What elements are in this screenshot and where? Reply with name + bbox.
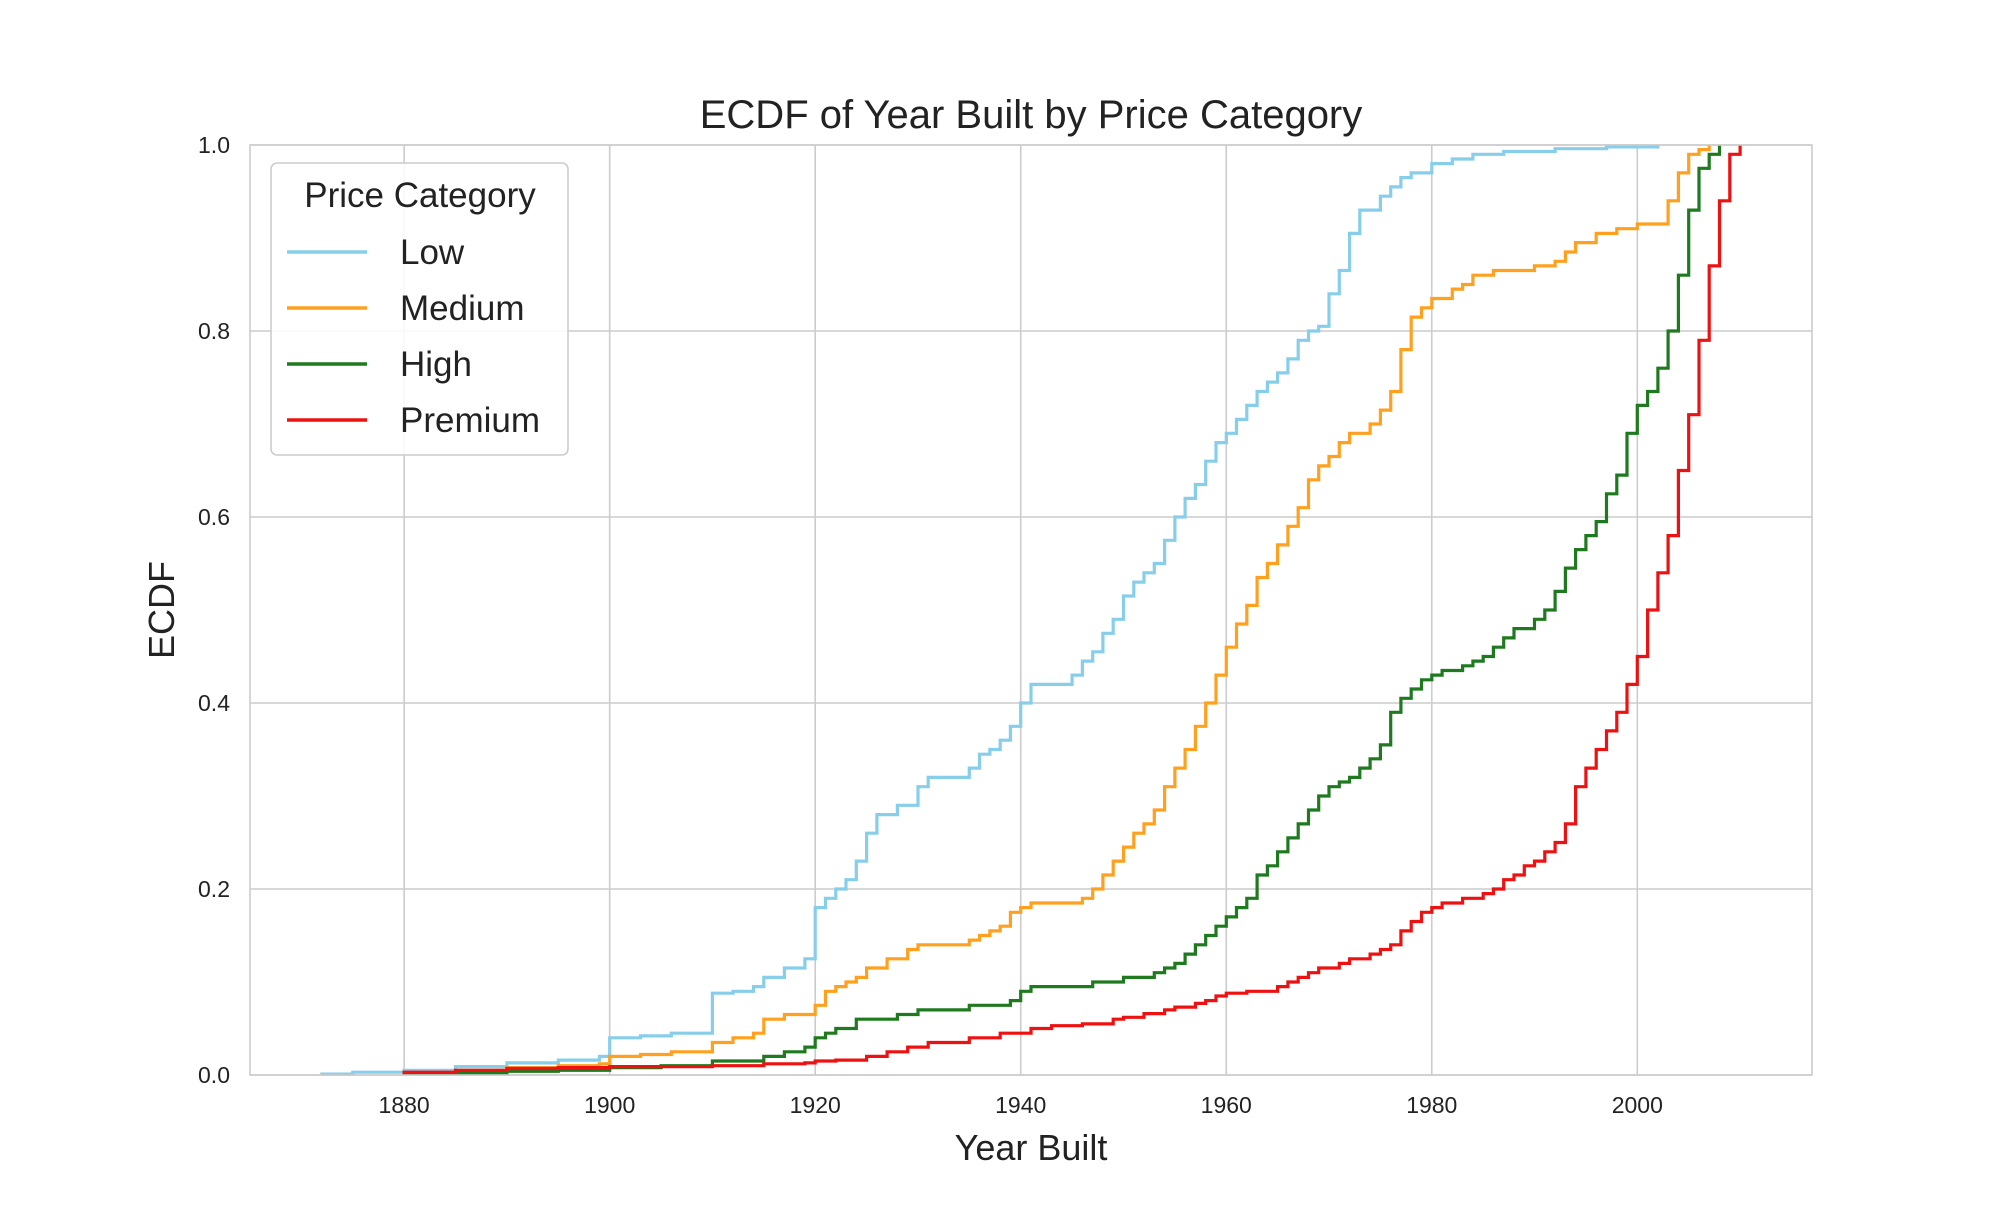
y-tick-label: 0.8	[198, 318, 230, 344]
x-tick-label: 1960	[1201, 1092, 1252, 1118]
legend-label-medium: Medium	[400, 289, 524, 328]
legend-label-high: High	[400, 345, 472, 384]
x-tick-label: 1940	[995, 1092, 1046, 1118]
series-line-high	[402, 145, 1722, 1075]
series-lines	[320, 145, 1742, 1076]
x-tick-label: 1920	[790, 1092, 841, 1118]
legend-label-premium: Premium	[400, 401, 540, 440]
series-line-medium	[402, 145, 1711, 1075]
x-tick-label: 1880	[379, 1092, 430, 1118]
y-tick-label: 0.0	[198, 1062, 230, 1088]
y-axis-ticks: 0.0 0.2 0.4 0.6 0.8 1.0	[198, 132, 230, 1088]
legend-items: Low Medium High Premium	[287, 233, 540, 440]
y-tick-label: 0.2	[198, 876, 230, 902]
y-axis-label: ECDF	[141, 561, 182, 659]
legend-title: Price Category	[304, 176, 536, 215]
series-line-premium	[402, 145, 1742, 1075]
legend: Price Category Low Medium High Premium	[270, 162, 569, 456]
legend-box	[270, 162, 569, 456]
legend-label-low: Low	[400, 233, 465, 272]
x-tick-label: 1980	[1406, 1092, 1457, 1118]
chart-title: ECDF of Year Built by Price Category	[700, 93, 1363, 137]
x-tick-label: 1900	[584, 1092, 635, 1118]
x-axis-label: Year Built	[955, 1127, 1108, 1168]
y-tick-label: 1.0	[198, 132, 230, 158]
y-tick-label: 0.4	[198, 690, 230, 716]
series-line-low	[320, 145, 1660, 1076]
plot-frame	[249, 144, 1813, 1076]
x-tick-label: 2000	[1612, 1092, 1663, 1118]
y-tick-label: 0.6	[198, 504, 230, 530]
x-axis-ticks: 1880 1900 1920 1940 1960 1980 2000	[379, 1092, 1663, 1118]
